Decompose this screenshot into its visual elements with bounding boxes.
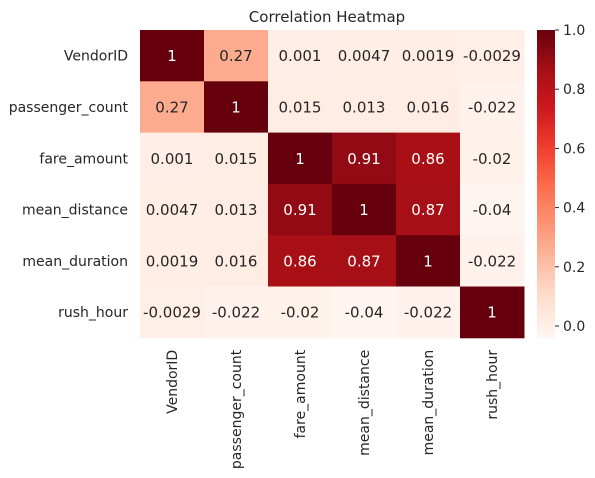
heatmap-cell [460,30,525,82]
row-tick-label: fare_amount [39,151,128,167]
heatmap-cell [268,30,333,82]
heatmap-cell [204,30,269,82]
heatmap-cell-label: -0.022 [468,252,516,270]
row-tick-label: VendorID [64,49,128,65]
row-tick-label: mean_duration [22,254,128,270]
heatmap-cell [140,30,205,82]
heatmap-cell-label: -0.022 [212,304,260,322]
heatmap-cell-label: 0.27 [155,98,188,116]
heatmap-cell [204,81,269,134]
heatmap-cell-label: 1 [487,304,497,322]
heatmap-cell-label: -0.02 [473,150,512,168]
colorbar-tick-label: 0.2 [563,260,585,276]
heatmap-cell [332,30,397,82]
heatmap-cell-label: -0.04 [473,201,512,219]
heatmap-cell-label: 0.0047 [146,201,199,219]
row-tick-label: passenger_count [9,100,129,116]
heatmap-cells [140,30,525,339]
heatmap-cell-label: 0.016 [215,252,258,270]
col-tick-label: mean_duration [421,350,437,456]
row-tick-label: rush_hour [58,305,128,321]
col-tick-label: rush_hour [485,350,501,420]
heatmap-cell-label: 0.86 [411,150,444,168]
colorbar-tick-label: 1.0 [563,23,585,39]
colorbar-tick-label: 0.8 [563,82,585,98]
heatmap-cell [396,183,461,236]
colorbar: 0.0 0.2 0.4 0.6 0.8 1.0 [537,23,585,338]
heatmap-cell [204,183,269,236]
col-tick-label: VendorID [165,350,181,414]
heatmap-cell-label: 0.001 [279,47,322,65]
heatmap-cell [332,286,397,339]
heatmap-cell [396,235,461,287]
heatmap-cell-label: 0.86 [283,252,316,270]
heatmap-cell [332,183,397,236]
heatmap-cell [460,81,525,134]
heatmap-cell [460,132,525,185]
heatmap-cell-label: 0.016 [407,98,450,116]
colorbar-ticks: 0.0 0.2 0.4 0.6 0.8 1.0 [555,23,585,335]
heatmap-cell-label: 0.91 [283,201,316,219]
heatmap-cell [460,286,525,339]
heatmap-cell-label: -0.0029 [463,47,521,65]
heatmap-cell [204,286,269,339]
chart-title: Correlation Heatmap [249,8,405,26]
heatmap-cell [332,81,397,134]
heatmap-cell-label: 0.015 [279,98,322,116]
heatmap-cell-label: 0.87 [347,252,380,270]
heatmap-col-labels: VendorID passenger_count fare_amount mean_d… [165,349,501,469]
col-tick-label: mean_distance [357,350,373,456]
heatmap-cell-label: 0.27 [219,47,252,65]
heatmap-cell [204,235,269,287]
heatmap-cell [140,183,205,236]
heatmap-cell-label: 1 [423,252,433,270]
heatmap-cell-label: 0.87 [411,201,444,219]
heatmap-cell-labels: 1 0.27 0.001 0.0047 0.0019 -0.0029 0.27 1 0.015 0… [143,47,521,322]
heatmap-cell-label: 0.015 [215,150,258,168]
heatmap-cell [332,132,397,185]
heatmap-cell [396,30,461,82]
heatmap-cell [268,183,333,236]
heatmap-cell [268,286,333,339]
heatmap-cell [140,132,205,185]
col-tick-label: fare_amount [293,349,309,438]
row-tick-label: mean_distance [22,203,128,219]
heatmap-cell [268,81,333,134]
heatmap-cell [396,81,461,134]
col-tick-label: passenger_count [229,349,245,469]
heatmap-cell [332,235,397,287]
heatmap-cell-label: 1 [167,47,177,65]
colorbar-gradient [537,30,555,338]
heatmap-cell-label: -0.022 [468,98,516,116]
colorbar-tick-label: 0.4 [563,201,585,217]
heatmap-cell [268,132,333,185]
colorbar-tick-label: 0.0 [563,319,585,335]
heatmap-cell-label: 1 [231,98,241,116]
heatmap-cell-label: 0.0019 [146,252,199,270]
heatmap-cell [204,132,269,185]
heatmap-cell [460,183,525,236]
heatmap-cell-label: 0.91 [347,150,380,168]
heatmap-cell [140,235,205,287]
heatmap-cell [396,132,461,185]
heatmap-cell-label: 1 [295,150,305,168]
heatmap-cell [140,81,205,134]
heatmap-cell [396,286,461,339]
heatmap-cell-label: 0.013 [215,201,258,219]
colorbar-tick-label: 0.6 [563,141,585,157]
heatmap-cell-label: 1 [359,201,369,219]
heatmap-cell-label: -0.0029 [143,304,201,322]
heatmap-cell-label: -0.022 [404,304,452,322]
heatmap-cell-label: 0.0019 [402,47,455,65]
heatmap-cell-label: -0.04 [345,304,384,322]
heatmap-cell-label: 0.013 [343,98,386,116]
heatmap-cell-label: 0.0047 [338,47,391,65]
heatmap-cell [460,235,525,287]
heatmap-cell-label: -0.02 [281,304,320,322]
heatmap-cell [140,286,205,339]
heatmap-cell-label: 0.001 [151,150,194,168]
heatmap-row-labels: VendorID passenger_count fare_amount mean_d… [9,49,129,321]
heatmap-cell [268,235,333,287]
